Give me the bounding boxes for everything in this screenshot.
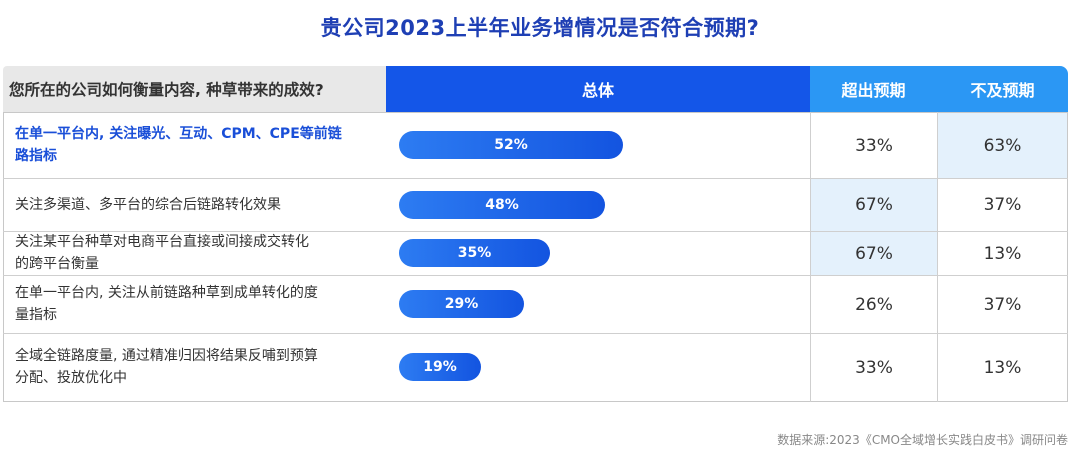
row-label: 在单一平台内, 关注曝光、互动、CPM、CPE等前链 路指标 [15, 123, 375, 167]
row-divider [3, 231, 1068, 232]
page-title: 贵公司2023上半年业务增情况是否符合预期? [320, 16, 760, 40]
total-bar-label: 48% [485, 196, 519, 213]
row-label: 在单一平台内, 关注从前链路种草到成单转化的度 量指标 [15, 282, 375, 326]
row-label: 关注某平台种草对电商平台直接或间接成交转化 的跨平台衡量 [15, 231, 375, 275]
row-label-line: 路指标 [15, 148, 57, 164]
below-value: 37% [983, 195, 1022, 215]
total-bar: 29% [399, 290, 524, 318]
row-label-line: 分配、投放优化中 [15, 370, 127, 386]
source-note: 数据来源:2023《CMO全域增长实践白皮书》调研问卷 [777, 433, 1068, 447]
exceed-value: 67% [811, 232, 937, 275]
total-bar: 19% [399, 353, 481, 381]
row-label-line: 在单一平台内, 关注从前链路种草到成单转化的度 [15, 285, 318, 301]
header-exceed: 超出预期 [810, 66, 937, 112]
exceed-value: 26% [855, 294, 893, 315]
row-label: 关注多渠道、多平台的综合后链路转化效果 [15, 194, 375, 216]
header-total: 总体 [386, 66, 810, 112]
row-label-line: 全域全链路度量, 通过精准归因将结果反哺到预算 [15, 348, 318, 364]
row-label-line: 量指标 [15, 307, 57, 323]
column-divider [810, 112, 811, 402]
below-value: 13% [983, 243, 1022, 264]
row-divider [3, 178, 1068, 179]
total-bar-label: 52% [494, 137, 528, 153]
row-label-line: 在单一平台内, 关注曝光、互动、CPM、CPE等前链 [15, 126, 342, 142]
row-label-line: 关注多渠道、多平台的综合后链路转化效果 [15, 196, 281, 213]
results-table: 您所在的公司如何衡量内容, 种草带来的成效? 总体 超出预期 不及预期 33% 6… [3, 66, 1068, 402]
row-label-line: 的跨平台衡量 [15, 256, 99, 272]
row-divider [3, 275, 1068, 276]
below-value: 37% [983, 294, 1022, 315]
total-bar: 35% [399, 239, 550, 267]
total-bar-label: 29% [444, 296, 479, 312]
exceed-value: 33% [855, 357, 893, 378]
row-label: 全域全链路度量, 通过精准归因将结果反哺到预算 分配、投放优化中 [15, 345, 375, 389]
total-bar: 48% [399, 190, 605, 219]
row-divider [3, 333, 1068, 334]
table-frame [3, 112, 1068, 402]
below-value: 63% [938, 113, 1067, 178]
column-divider [937, 112, 938, 402]
header-below: 不及预期 [937, 66, 1068, 112]
total-bar: 52% [399, 131, 623, 159]
below-value: 13% [983, 357, 1022, 378]
exceed-value: 67% [811, 179, 937, 231]
row-label-line: 关注某平台种草对电商平台直接或间接成交转化 [15, 234, 309, 250]
total-bar-label: 19% [423, 359, 457, 375]
total-bar-label: 35% [457, 245, 492, 261]
header-question: 您所在的公司如何衡量内容, 种草带来的成效? [3, 66, 386, 112]
exceed-value: 33% [855, 135, 893, 156]
